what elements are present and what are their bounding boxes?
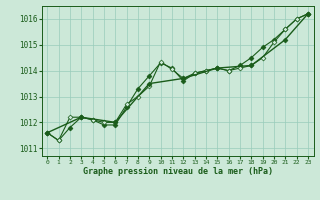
X-axis label: Graphe pression niveau de la mer (hPa): Graphe pression niveau de la mer (hPa) — [83, 167, 273, 176]
